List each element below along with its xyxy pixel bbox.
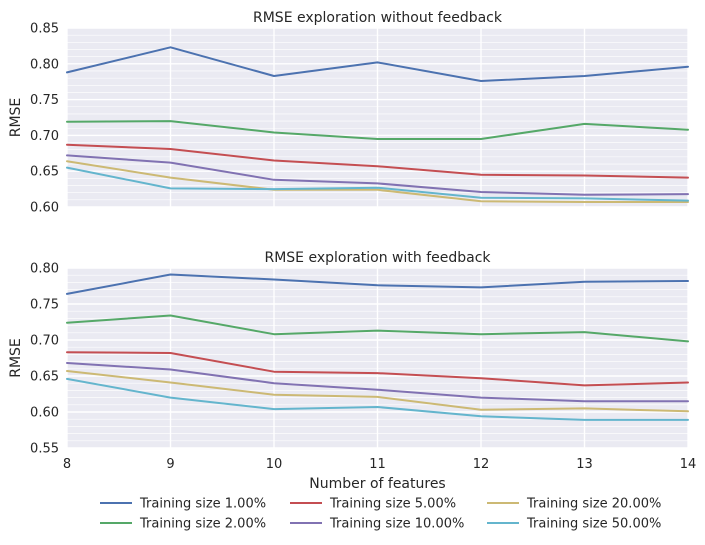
legend-label: Training size 5.00% bbox=[329, 497, 456, 512]
series-line bbox=[66, 273, 689, 295]
chart-title: RMSE exploration with feedback bbox=[264, 250, 491, 266]
y-tick-label: 0.80 bbox=[30, 57, 59, 72]
x-tick-label: 9 bbox=[166, 457, 174, 472]
grid bbox=[66, 267, 689, 449]
y-tick-label: 0.75 bbox=[30, 298, 59, 313]
subplot-with-feedback: 0.55 0.60 0.65 0.70 0.75 0.80 8 9 10 11 12 13 14 RM… bbox=[8, 250, 696, 492]
y-tick-label: 0.60 bbox=[30, 406, 59, 421]
legend-label: Training size 20.00% bbox=[526, 497, 661, 512]
chart-title: RMSE exploration without feedback bbox=[253, 10, 503, 26]
legend-item: Training size 50.00% bbox=[487, 517, 661, 532]
y-axis-label: RMSE bbox=[8, 98, 24, 138]
y-tick-label: 0.75 bbox=[30, 93, 59, 108]
legend-item: Training size 2.00% bbox=[100, 517, 266, 532]
subplot-without-feedback: 0.60 0.65 0.70 0.75 0.80 0.85 RMSE exploratio… bbox=[8, 10, 689, 216]
series-line bbox=[66, 154, 689, 196]
x-axis-label: Number of features bbox=[309, 476, 445, 492]
legend: Training size 1.00% Training size 2.00% Tr… bbox=[100, 497, 661, 532]
legend-label: Training size 50.00% bbox=[526, 517, 661, 532]
y-tick-label: 0.80 bbox=[30, 262, 59, 277]
legend-label: Training size 2.00% bbox=[139, 517, 266, 532]
y-tick-label: 0.55 bbox=[30, 442, 59, 457]
series-line bbox=[66, 160, 689, 203]
series-lines bbox=[66, 273, 689, 421]
y-axis-label: RMSE bbox=[8, 338, 24, 378]
legend-label: Training size 1.00% bbox=[139, 497, 266, 512]
x-tick-label: 8 bbox=[63, 457, 71, 472]
x-tick-labels: 8 9 10 11 12 13 14 bbox=[63, 457, 696, 472]
series-lines bbox=[66, 46, 689, 203]
y-tick-labels: 0.60 0.65 0.70 0.75 0.80 0.85 bbox=[30, 22, 59, 216]
series-line bbox=[66, 314, 689, 343]
series-line bbox=[66, 351, 689, 387]
x-tick-label: 13 bbox=[576, 457, 593, 472]
y-tick-label: 0.70 bbox=[30, 334, 59, 349]
x-tick-label: 10 bbox=[266, 457, 283, 472]
series-line bbox=[66, 46, 689, 82]
series-line bbox=[66, 377, 689, 421]
legend-item: Training size 5.00% bbox=[290, 497, 456, 512]
x-tick-label: 11 bbox=[369, 457, 386, 472]
y-tick-labels: 0.55 0.60 0.65 0.70 0.75 0.80 bbox=[30, 262, 59, 457]
x-tick-label: 12 bbox=[473, 457, 490, 472]
legend-label: Training size 10.00% bbox=[329, 517, 464, 532]
series-line bbox=[66, 362, 689, 403]
series-line bbox=[66, 166, 689, 202]
x-tick-label: 14 bbox=[680, 457, 697, 472]
y-tick-label: 0.65 bbox=[30, 370, 59, 385]
legend-item: Training size 10.00% bbox=[290, 517, 464, 532]
series-line bbox=[66, 370, 689, 413]
y-tick-label: 0.70 bbox=[30, 129, 59, 144]
legend-item: Training size 1.00% bbox=[100, 497, 266, 512]
series-line bbox=[66, 143, 689, 179]
legend-item: Training size 20.00% bbox=[487, 497, 661, 512]
series-line bbox=[66, 120, 689, 140]
y-tick-label: 0.60 bbox=[30, 201, 59, 216]
y-tick-label: 0.85 bbox=[30, 22, 59, 37]
y-tick-label: 0.65 bbox=[30, 165, 59, 180]
